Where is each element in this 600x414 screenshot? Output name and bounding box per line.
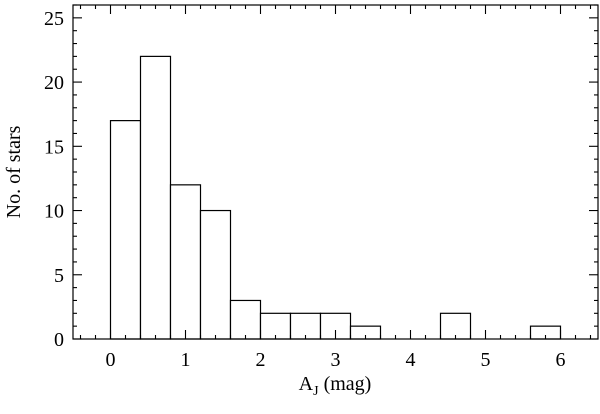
y-tick-label: 5 <box>54 265 64 287</box>
histogram-bar <box>109 120 142 340</box>
y-tick-labels: 0 5 10 15 20 25 <box>44 8 64 351</box>
histogram-bar <box>229 299 262 340</box>
x-axis-label: AJ (mag) <box>299 373 372 399</box>
x-axis-label-rest: (mag) <box>319 373 372 395</box>
x-tick-label: 4 <box>406 349 416 371</box>
y-tick-label: 0 <box>54 329 64 351</box>
plot-frame <box>72 4 599 340</box>
x-tick-label: 6 <box>556 349 566 371</box>
y-tick-label: 25 <box>44 8 64 30</box>
histogram-bar <box>199 209 232 340</box>
y-tick-label: 20 <box>44 72 64 94</box>
histogram-bar <box>169 184 202 340</box>
x-tick-label: 2 <box>256 349 266 371</box>
y-tick-label: 15 <box>44 136 64 158</box>
x-tick-label: 1 <box>181 349 191 371</box>
x-tick-labels: 0 1 2 3 4 5 6 <box>106 349 566 371</box>
histogram-bar <box>139 55 172 340</box>
y-tick-label: 10 <box>44 201 64 223</box>
x-tick-label: 0 <box>106 349 116 371</box>
bars-group <box>109 55 562 340</box>
x-axis-label-main: A <box>299 373 314 395</box>
x-tick-label: 5 <box>481 349 491 371</box>
x-axis-label-sub: J <box>313 384 319 399</box>
x-tick-label: 3 <box>331 349 341 371</box>
y-axis-label: No. of stars <box>3 125 25 218</box>
